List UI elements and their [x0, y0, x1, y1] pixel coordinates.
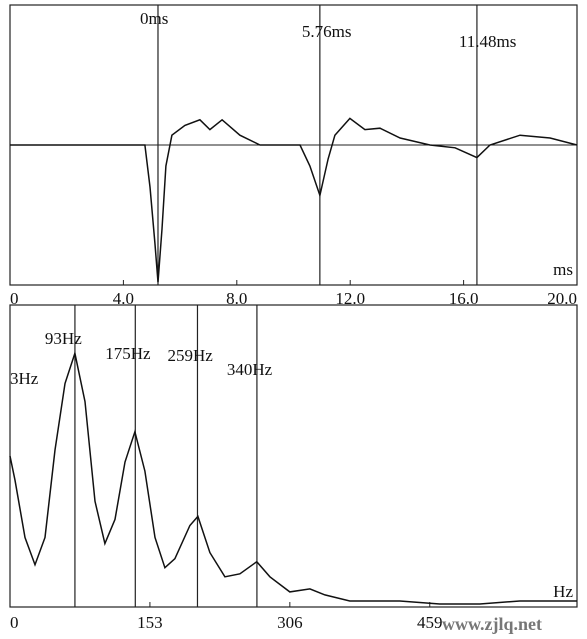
- signal-line: [9, 350, 577, 605]
- plot-frame: [9, 304, 578, 608]
- x-tick-label: 306: [277, 613, 303, 632]
- x-tick-label: 8.0: [226, 289, 247, 308]
- x-tick-label: 0: [10, 289, 19, 308]
- marker-label: 0ms: [140, 9, 168, 28]
- marker-label: 175Hz: [105, 344, 151, 363]
- x-axis-label: ms: [553, 260, 573, 279]
- x-tick-label: 459: [417, 613, 443, 632]
- marker-label: 340Hz: [227, 360, 273, 379]
- x-axis-label: Hz: [553, 582, 573, 601]
- marker-label: 93Hz: [45, 329, 82, 348]
- x-tick-label: 153: [137, 613, 163, 632]
- signal-line: [10, 117, 578, 283]
- x-tick-label: 12.0: [335, 289, 365, 308]
- x-tick-label: 4.0: [113, 289, 134, 308]
- watermark: www.zjlq.net: [442, 614, 542, 634]
- marker-label: 5.76ms: [302, 22, 352, 41]
- marker-label: 11.48ms: [459, 32, 516, 51]
- x-tick-label: 16.0: [449, 289, 479, 308]
- marker-label: 259Hz: [167, 346, 213, 365]
- x-tick-label: 20.0: [547, 289, 577, 308]
- x-tick-label: 0: [10, 613, 19, 632]
- marker-label: 3Hz: [10, 369, 39, 388]
